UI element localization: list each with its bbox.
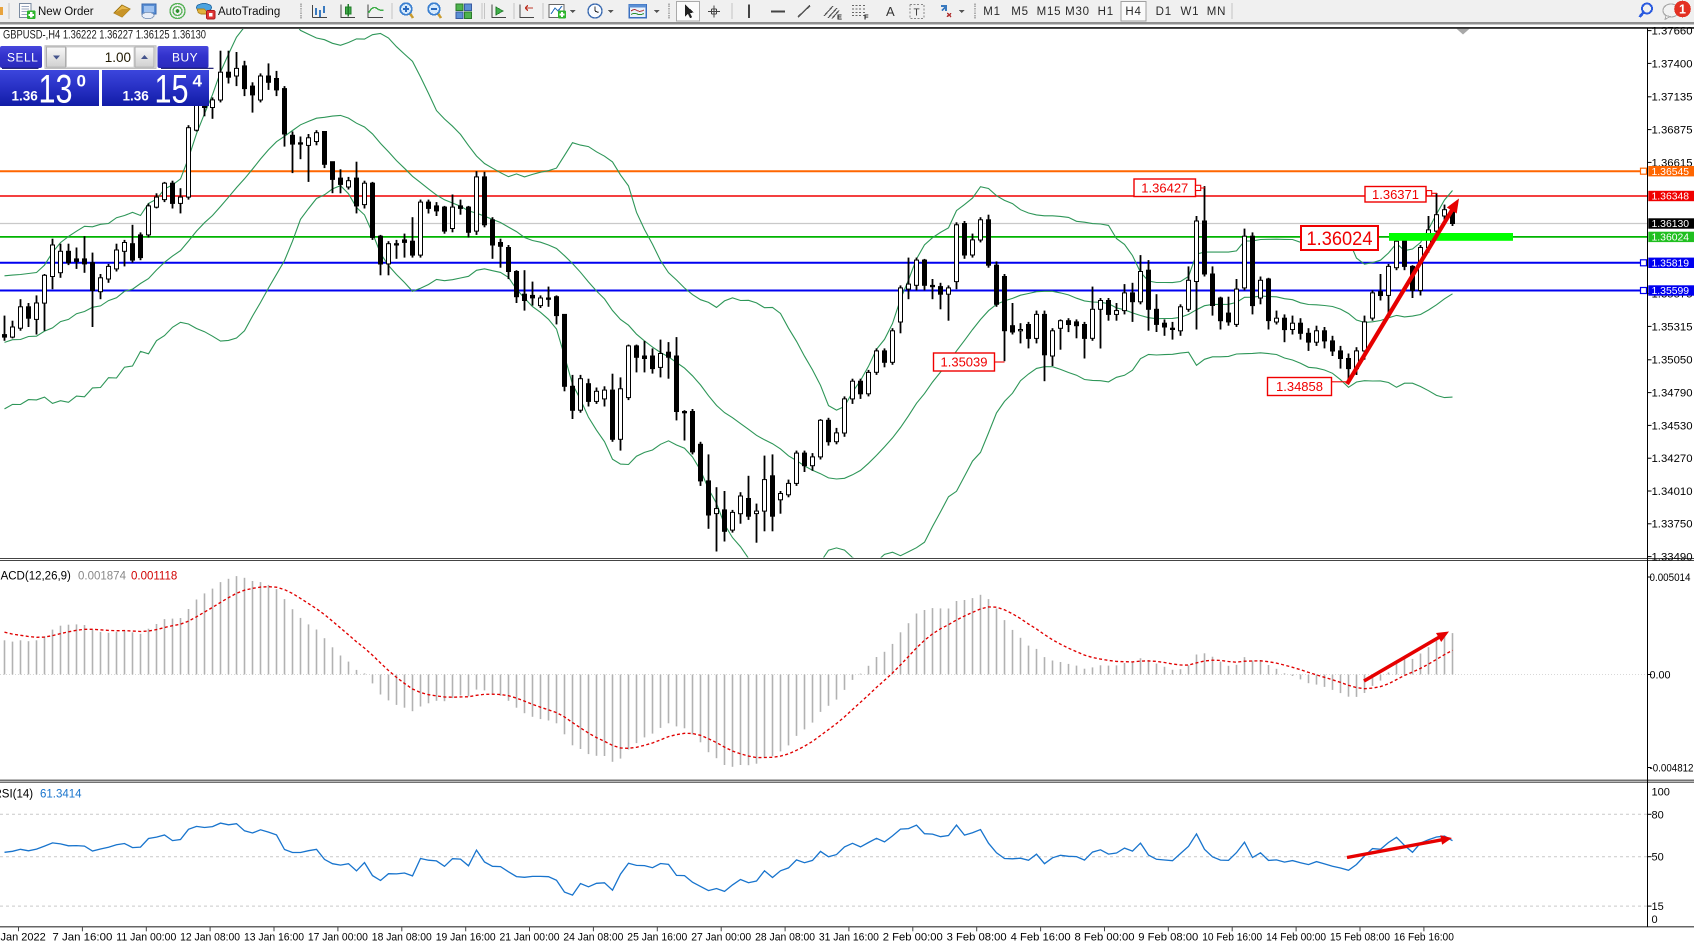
svg-text:M5: M5 [1011,6,1029,18]
svg-text:1.37400: 1.37400 [1652,58,1693,70]
svg-text:1.36545: 1.36545 [1652,167,1690,178]
svg-text:19 Jan 16:00: 19 Jan 16:00 [436,931,496,943]
svg-text:1.36130: 1.36130 [1652,219,1690,230]
svg-text:AutoTrading: AutoTrading [218,6,280,18]
svg-text:1.36024: 1.36024 [1307,228,1373,250]
svg-text:2 Feb 00:00: 2 Feb 00:00 [883,931,943,943]
svg-text:M15: M15 [1037,6,1062,18]
svg-text:1.34858: 1.34858 [1276,379,1323,394]
svg-text:1.35315: 1.35315 [1652,321,1693,333]
svg-text:4 Feb 16:00: 4 Feb 16:00 [1011,931,1071,943]
svg-text:New Order: New Order [38,6,94,18]
svg-text:15: 15 [1652,901,1664,913]
svg-text:0: 0 [77,72,86,91]
svg-text:1.34010: 1.34010 [1652,486,1693,498]
svg-text:1.37660: 1.37660 [1652,26,1693,38]
svg-text:1.33750: 1.33750 [1652,519,1693,531]
svg-text:1.36371: 1.36371 [1372,187,1419,202]
svg-text:13: 13 [39,67,73,111]
svg-text:0.001874: 0.001874 [78,571,127,583]
svg-text:SELL: SELL [7,51,38,65]
svg-text:24 Jan 08:00: 24 Jan 08:00 [563,931,623,943]
svg-text:13 Jan 16:00: 13 Jan 16:00 [244,931,304,943]
svg-text:M30: M30 [1065,6,1090,18]
svg-text:27 Jan 00:00: 27 Jan 00:00 [691,931,751,943]
svg-text:GBPUSD-,H4 1.36222 1.36227 1.: GBPUSD-,H4 1.36222 1.36227 1.36125 1.361… [3,30,206,42]
svg-text:80: 80 [1652,809,1664,821]
svg-text:E: E [837,13,842,22]
svg-text:31 Jan 16:00: 31 Jan 16:00 [819,931,879,943]
svg-text:W1: W1 [1180,6,1199,18]
svg-text:1.34790: 1.34790 [1652,388,1693,400]
svg-text:1.36875: 1.36875 [1652,125,1693,137]
svg-text:1.36: 1.36 [123,88,150,103]
svg-text:0.005014: 0.005014 [1650,572,1691,584]
svg-text:11 Jan 00:00: 11 Jan 00:00 [116,931,176,943]
svg-text:RSI(14): RSI(14) [0,789,33,801]
svg-text:1.36348: 1.36348 [1652,192,1690,203]
svg-text:25 Jan 16:00: 25 Jan 16:00 [627,931,687,943]
svg-text:D1: D1 [1156,6,1172,18]
svg-text:15: 15 [155,67,189,111]
svg-text:7 Jan 16:00: 7 Jan 16:00 [52,931,112,943]
svg-text:15 Feb 08:00: 15 Feb 08:00 [1330,931,1390,943]
svg-text:16 Feb 16:00: 16 Feb 16:00 [1394,931,1454,943]
svg-text:1.33490: 1.33490 [1652,552,1693,564]
svg-text:1.36: 1.36 [12,88,39,103]
svg-text:MACD(12,26,9): MACD(12,26,9) [0,571,71,583]
svg-text:0: 0 [1652,914,1658,926]
svg-text:H4: H4 [1125,6,1141,18]
svg-text:1.34530: 1.34530 [1652,420,1693,432]
svg-text:1.36427: 1.36427 [1141,180,1188,195]
svg-text:M1: M1 [983,6,1001,18]
svg-text:A: A [886,4,895,19]
svg-text:61.3414: 61.3414 [40,789,82,801]
svg-text:14 Feb 00:00: 14 Feb 00:00 [1266,931,1326,943]
svg-text:6 Jan 2022: 6 Jan 2022 [0,931,46,943]
svg-text:1.35039: 1.35039 [941,355,988,370]
svg-text:18 Jan 08:00: 18 Jan 08:00 [372,931,432,943]
svg-text:1: 1 [1679,2,1686,16]
svg-text:-0.004812: -0.004812 [1650,763,1694,775]
svg-text:1.37135: 1.37135 [1652,92,1693,104]
svg-text:10 Feb 16:00: 10 Feb 16:00 [1202,931,1262,943]
svg-text:28 Jan 08:00: 28 Jan 08:00 [755,931,815,943]
svg-text:3 Feb 08:00: 3 Feb 08:00 [947,931,1007,943]
svg-text:12 Jan 08:00: 12 Jan 08:00 [180,931,240,943]
svg-text:8 Feb 00:00: 8 Feb 00:00 [1075,931,1135,943]
svg-text:1.00: 1.00 [105,50,131,65]
svg-text:1.35050: 1.35050 [1652,355,1693,367]
svg-text:4: 4 [193,72,203,91]
svg-text:100: 100 [1652,786,1670,798]
svg-text:21 Jan 00:00: 21 Jan 00:00 [500,931,560,943]
svg-text:MN: MN [1207,6,1227,18]
svg-text:H1: H1 [1098,6,1114,18]
svg-text:1.35819: 1.35819 [1652,259,1690,270]
svg-text:17 Jan 00:00: 17 Jan 00:00 [308,931,368,943]
svg-text:1.35599: 1.35599 [1652,286,1690,297]
svg-text:1.36024: 1.36024 [1652,233,1690,244]
svg-text:9 Feb 08:00: 9 Feb 08:00 [1138,931,1198,943]
svg-text:0.00: 0.00 [1650,669,1671,681]
svg-text:BUY: BUY [172,51,198,65]
svg-text:50: 50 [1652,852,1664,864]
svg-text:F: F [864,13,869,22]
svg-text:1.34270: 1.34270 [1652,453,1693,465]
svg-text:T: T [914,8,920,19]
svg-text:0.001118: 0.001118 [131,571,177,583]
